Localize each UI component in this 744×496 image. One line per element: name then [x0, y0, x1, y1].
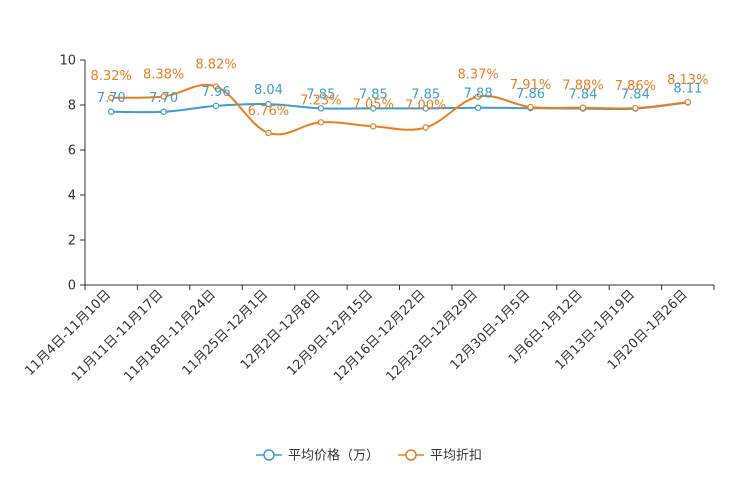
data-label: 8.38% [143, 67, 184, 82]
data-label: 6.76% [248, 104, 289, 119]
data-label: 7.86 [516, 87, 545, 102]
data-label: 7.84 [621, 88, 650, 103]
data-label: 7.91% [510, 78, 551, 93]
data-label: 8.04 [254, 83, 283, 98]
data-point[interactable] [474, 104, 482, 111]
data-label: 8.13% [667, 73, 708, 88]
legend-label: 平均折扣 [430, 449, 482, 464]
data-point[interactable] [422, 105, 429, 112]
data-point[interactable] [212, 83, 220, 90]
data-point[interactable] [265, 100, 272, 108]
data-point[interactable] [317, 119, 325, 126]
x-tick-label: 12月16日-12月22日 [331, 287, 428, 384]
data-label: 7.05% [353, 97, 394, 112]
y-tick-label: 8 [68, 99, 76, 114]
legend-item-0[interactable]: 平均价格（万） [256, 448, 379, 464]
data-point[interactable] [579, 104, 587, 111]
data-point[interactable] [370, 105, 377, 112]
data-point[interactable] [632, 104, 639, 112]
data-label: 7.85 [411, 87, 440, 102]
x-tick-label: 12月23日-12月29日 [383, 287, 480, 384]
y-tick-label: 2 [68, 234, 76, 249]
x-tick-label: 11月4日-11月10日 [22, 287, 114, 379]
data-label: 7.23% [300, 93, 341, 108]
data-point[interactable] [527, 103, 534, 111]
data-label: 7.96 [202, 85, 231, 100]
y-tick-label: 6 [68, 144, 76, 159]
legend-item-1[interactable]: 平均折扣 [398, 449, 482, 464]
data-label-layer: 7.70 7.70 7.96 8.04 7.85 7.85 7.85 7.88 7.86 7.84… [91, 58, 709, 119]
data-point[interactable] [474, 93, 482, 100]
x-tick-label: 11月11日-11月17日 [69, 287, 166, 384]
data-point[interactable] [160, 108, 167, 115]
y-tick-label: 10 [59, 54, 76, 69]
data-label: 7.88% [562, 79, 603, 94]
data-label: 7.85 [359, 87, 388, 102]
data-label: 8.11 [673, 82, 702, 97]
data-label: 7.84 [568, 88, 597, 103]
data-label: 7.70 [97, 91, 126, 106]
data-point[interactable] [317, 105, 325, 112]
legend[interactable]: 平均价格（万） 平均折扣 [256, 448, 482, 464]
data-point[interactable] [265, 129, 272, 137]
data-point[interactable] [370, 123, 377, 130]
data-point[interactable] [684, 98, 691, 106]
data-label: 7.00% [405, 99, 446, 114]
legend-marker [405, 449, 417, 461]
legend-label: 平均价格（万） [288, 448, 379, 464]
data-point[interactable] [108, 108, 115, 115]
data-label: 7.88 [464, 87, 493, 102]
data-label: 7.86% [615, 79, 656, 94]
data-label: 7.70 [149, 91, 178, 106]
y-tick-label: 0 [68, 279, 76, 294]
data-label: 8.37% [457, 68, 498, 83]
data-label: 8.32% [91, 69, 132, 84]
series-layer [108, 83, 691, 137]
data-label: 7.85 [306, 87, 335, 102]
data-point[interactable] [108, 94, 115, 102]
legend-marker [263, 449, 275, 461]
data-label: 8.82% [195, 58, 236, 73]
y-tick-label: 4 [68, 189, 76, 204]
x-tick-label: 11月18日-11月24日 [121, 287, 218, 384]
data-point[interactable] [160, 93, 167, 100]
data-point[interactable] [212, 102, 220, 110]
data-point[interactable] [422, 124, 429, 131]
